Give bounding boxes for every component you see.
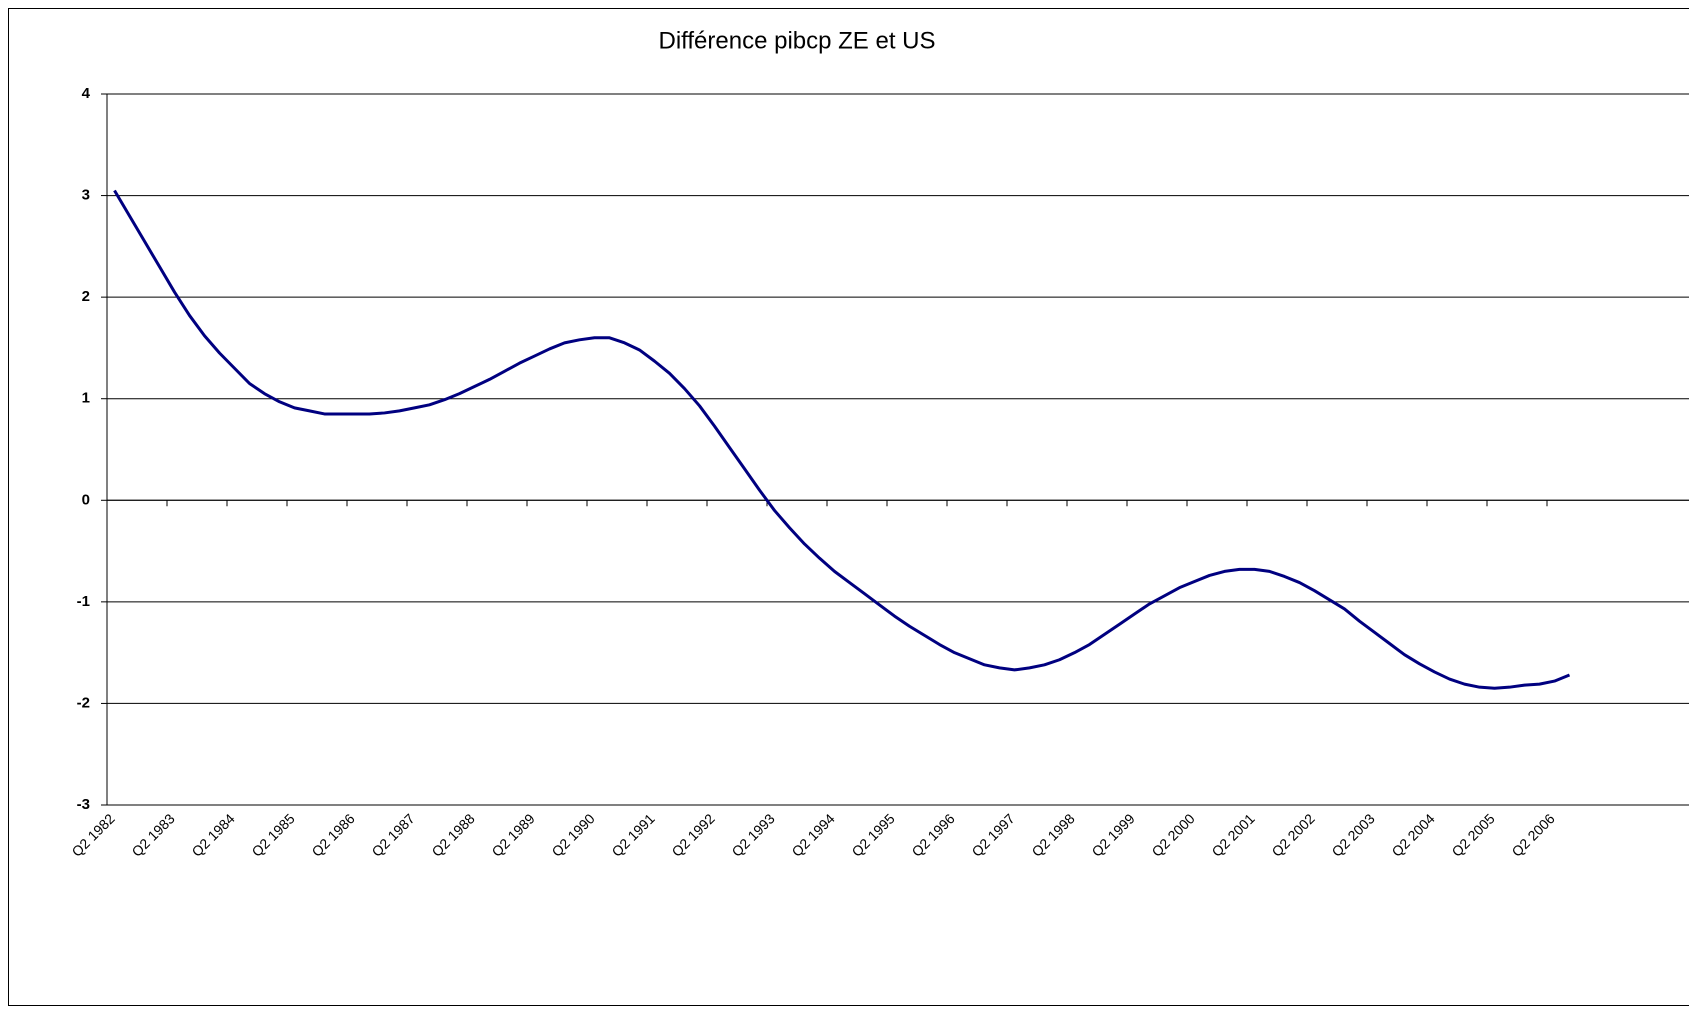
y-tick-label: 0 xyxy=(82,491,90,508)
y-tick-label: 4 xyxy=(82,85,91,102)
data-line xyxy=(113,189,1571,690)
y-tick-label: 2 xyxy=(82,288,90,305)
y-tick-label: -3 xyxy=(77,796,90,813)
y-tick-label: -1 xyxy=(77,593,90,610)
y-tick-label: 1 xyxy=(82,390,90,407)
chart-title: Différence pibcp ZE et US xyxy=(658,27,935,54)
y-tick-label: -2 xyxy=(77,694,90,711)
chart-border xyxy=(8,8,1689,1006)
y-tick-label: 3 xyxy=(82,187,90,204)
